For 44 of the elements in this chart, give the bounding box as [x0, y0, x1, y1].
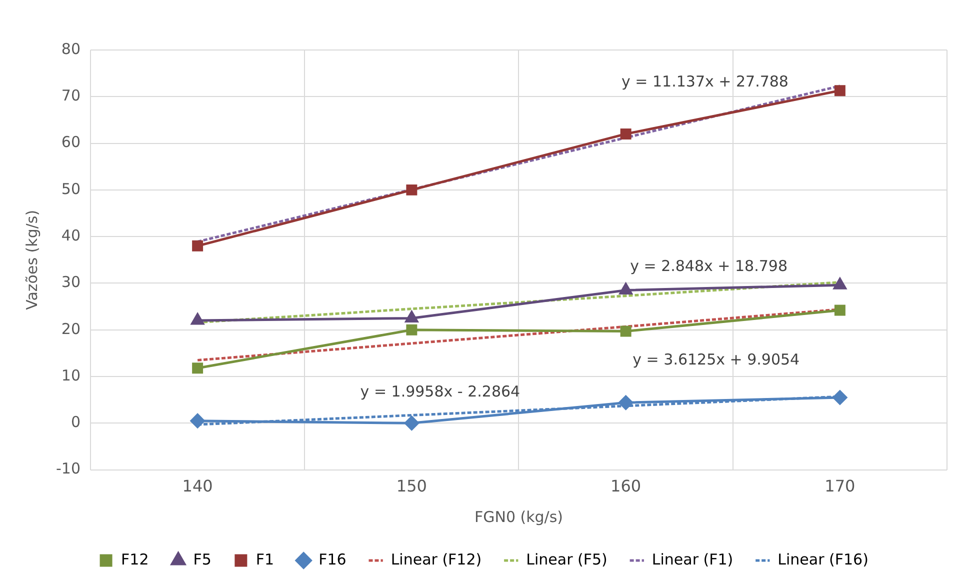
point [619, 282, 632, 294]
x-axis-title: FGN0 (kg/s) [474, 508, 564, 526]
y-tick-label: 50 [61, 180, 80, 198]
point [190, 414, 205, 428]
annotation: y = 3.6125x + 9.9054 [632, 350, 800, 369]
point [620, 128, 632, 140]
x-tick-label: 170 [824, 476, 856, 496]
point [406, 184, 418, 196]
point [620, 326, 632, 337]
x-tick-label: 160 [610, 476, 642, 496]
y-tick-label: 40 [61, 226, 80, 244]
point [832, 390, 848, 405]
point [834, 304, 846, 316]
x-tick-label: 140 [182, 476, 213, 496]
legend-label: F1 [256, 550, 274, 568]
y-tick-label: 70 [61, 86, 80, 105]
y-tick-label: 20 [61, 320, 80, 338]
y-tick-label: 0 [70, 413, 80, 432]
legend-label: F12 [121, 550, 149, 568]
y-tick-label: 10 [61, 366, 80, 384]
y-tick-label: 80 [61, 40, 80, 58]
point [405, 310, 418, 322]
y-axis-title: Vazões (kg/s) [22, 210, 41, 310]
legend-label: Linear (F16) [778, 550, 868, 568]
y-tick-label: -10 [56, 460, 80, 478]
point [191, 313, 204, 325]
point [192, 362, 204, 374]
legend-label: Linear (F5) [526, 550, 608, 568]
x-tick-label: 150 [396, 476, 427, 496]
point [618, 395, 634, 410]
y-tick-label: 60 [61, 133, 80, 152]
legend-label: Linear (F1) [652, 550, 734, 568]
annotation: y = 2.848x + 18.798 [630, 256, 788, 275]
legend-label: F5 [193, 550, 212, 568]
annotation: y = 1.9958x - 2.2864 [360, 382, 520, 400]
point [406, 324, 418, 336]
annotation: y = 11.137x + 27.788 [622, 72, 788, 91]
y-tick-label: 30 [61, 273, 80, 292]
point [404, 416, 419, 430]
legend-label: Linear (F12) [390, 550, 482, 568]
point [833, 278, 846, 290]
point [834, 85, 846, 96]
point [192, 240, 204, 252]
legend-label: F16 [318, 550, 346, 568]
